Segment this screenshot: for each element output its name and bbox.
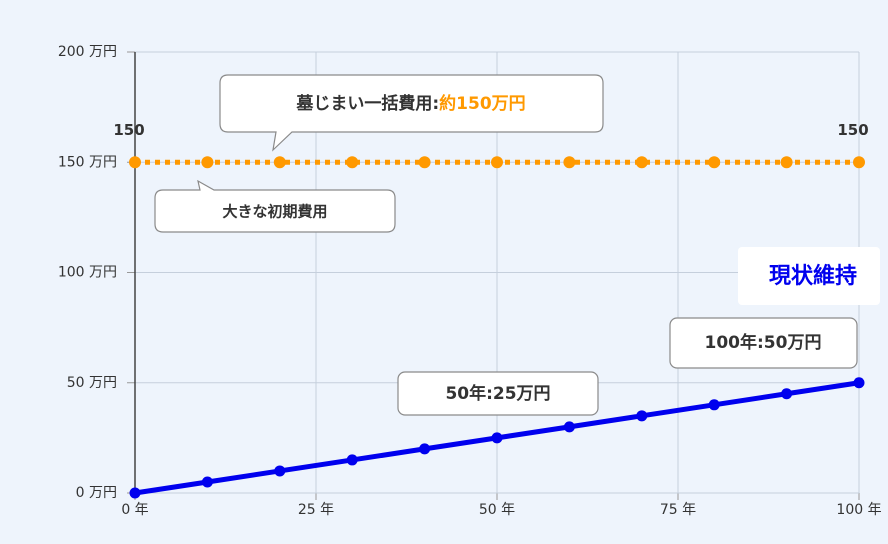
x-tick-label: 25 年 bbox=[298, 502, 334, 518]
y-tick-label: 200 万円 bbox=[58, 44, 117, 60]
callout-box bbox=[154, 179, 396, 233]
callout-box bbox=[219, 74, 604, 152]
callout-box bbox=[669, 317, 858, 369]
y-tick-label: 0 万円 bbox=[76, 485, 117, 501]
point bbox=[636, 410, 648, 422]
point bbox=[201, 156, 214, 169]
point bbox=[418, 156, 431, 169]
point bbox=[853, 377, 865, 389]
series-label: 大きな初期費用 bbox=[222, 203, 327, 221]
point bbox=[129, 156, 141, 169]
point bbox=[274, 465, 286, 477]
annotation-highlight: 約150万円 bbox=[439, 93, 526, 114]
marks: 150 150 bbox=[113, 121, 869, 499]
point bbox=[491, 432, 503, 444]
callout-box bbox=[397, 371, 599, 416]
point bbox=[563, 421, 575, 433]
y-tick-label: 50 万円 bbox=[67, 375, 117, 391]
point bbox=[201, 476, 213, 488]
series-label: 現状維持 bbox=[769, 263, 857, 289]
point bbox=[273, 156, 286, 169]
data-label: 150 bbox=[837, 121, 868, 139]
point bbox=[853, 156, 865, 169]
x-tick-label: 0 年 bbox=[121, 502, 148, 518]
callout-text: 墓じまい一括費用:約150万円 bbox=[295, 93, 525, 114]
point bbox=[781, 388, 793, 400]
annotation: 墓じまい一括費用: bbox=[295, 93, 439, 114]
x-tick-label: 50 年 bbox=[479, 502, 515, 518]
x-tick-label: 75 年 bbox=[660, 502, 696, 518]
point bbox=[346, 454, 358, 466]
data-label: 150 bbox=[113, 121, 144, 139]
point bbox=[780, 156, 793, 169]
x-tick-label: 100 年 bbox=[836, 502, 881, 518]
point bbox=[346, 156, 359, 169]
point bbox=[708, 399, 720, 411]
point bbox=[491, 156, 503, 169]
point bbox=[635, 156, 648, 169]
point bbox=[419, 443, 431, 455]
annotation: 50年:25万円 bbox=[445, 383, 550, 404]
annotation: 100年:50万円 bbox=[705, 332, 822, 353]
point bbox=[563, 156, 576, 169]
point bbox=[129, 487, 141, 499]
y-tick-label: 150 万円 bbox=[58, 154, 117, 170]
y-tick-label: 100 万円 bbox=[58, 265, 117, 281]
series-label-box bbox=[738, 247, 880, 305]
point bbox=[708, 156, 721, 169]
